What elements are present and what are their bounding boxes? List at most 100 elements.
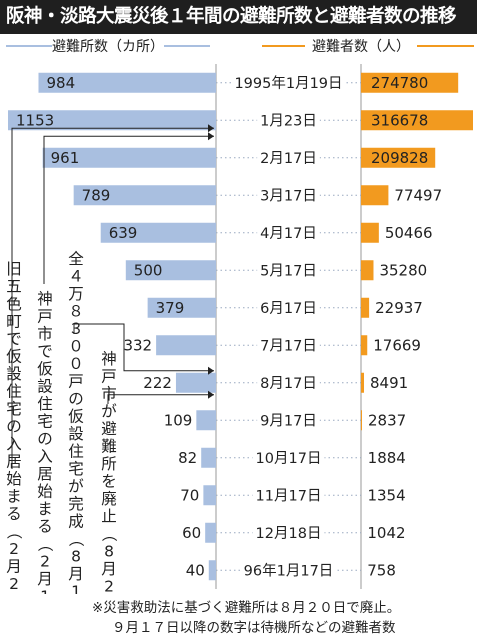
shelter-value-label: 379 [156, 299, 185, 317]
annotation-4-text-char: 所 [101, 455, 117, 473]
annotation-1-text-char: で [6, 330, 22, 348]
annotation-2-text-char: 宅 [37, 413, 53, 431]
annotation-4-text-char: を [101, 473, 117, 491]
annotation-1-text-char: 始 [6, 470, 22, 488]
date-label-bg [252, 524, 325, 543]
shelter-bar [73, 185, 216, 206]
date-label-bg [257, 337, 320, 356]
shelter-value-label: 984 [46, 74, 75, 92]
annotation-2-text-char: 設 [37, 378, 53, 396]
date-label: 1月23日 [260, 113, 317, 129]
evacuee-value-label: 274780 [371, 74, 428, 92]
date-label-bg [257, 187, 320, 206]
annotation-4-text-char: が [101, 403, 117, 421]
shelter-bar [38, 72, 216, 93]
legend-label-shelters: 避難所数（カ所） [52, 39, 164, 55]
evacuee-bar [361, 147, 436, 168]
annotation-1-text-char: 宅 [6, 400, 22, 418]
footnote-line-1: ※災害救助法に基づく避難所は８月２０日で廃止。 [92, 600, 401, 616]
date-label-bg [252, 449, 325, 468]
annotation-arrowhead [208, 366, 214, 375]
annotation-1-text-char: 2 [9, 540, 19, 558]
evacuee-bar [361, 185, 389, 206]
annotation-1-text-char: る [6, 505, 22, 523]
annotation-4-text-char: 8 [104, 543, 114, 561]
date-label: 4月17日 [260, 226, 317, 242]
annotation-4-text-char: （ [100, 526, 118, 542]
annotation-1-text-char: 入 [6, 435, 22, 453]
annotation-3-text-char: 設 [68, 425, 84, 443]
annotation-3-text-char: 月 [68, 565, 84, 583]
evacuee-value-label: 17669 [373, 336, 421, 354]
annotation-2-text-char: 居 [37, 465, 53, 483]
date-label: 9月17日 [260, 413, 317, 429]
shelter-bar [8, 110, 216, 131]
date-label-bg [231, 73, 346, 93]
annotation-3-text-char: ０ [68, 338, 84, 356]
date-label-bg [240, 561, 337, 581]
date-label-bg [257, 149, 320, 168]
shelter-bar [203, 485, 216, 506]
date-label: 2月17日 [260, 151, 317, 167]
annotation-arrowhead [208, 390, 214, 399]
annotation-2-text-char: の [37, 430, 53, 448]
shelter-bar [208, 560, 216, 581]
annotation-4-text-char: 戸 [101, 368, 117, 386]
evacuee-bar [361, 260, 374, 281]
annotation-3-text-char: が [68, 478, 84, 496]
date-label: 8月17日 [260, 376, 317, 392]
evacuee-value-label: 758 [367, 561, 396, 579]
annotation-3-text-char: 全 [68, 250, 84, 268]
date-label: 10月17日 [256, 451, 322, 467]
evacuee-value-label: 50466 [385, 224, 433, 242]
shelter-bar [100, 222, 216, 243]
annotation-4-text-char: 月 [101, 560, 117, 578]
evacuee-value-label: 35280 [379, 261, 427, 279]
shelter-value-label: 60 [182, 524, 201, 542]
annotation-1-text-char: の [6, 418, 22, 436]
annotation-4-text-char: 止 [101, 508, 117, 526]
date-label: 5月17日 [260, 263, 317, 279]
annotation-2-text-char: 市 [37, 325, 53, 343]
annotation-1-text-char: （ [5, 524, 23, 540]
annotation-2-text-char: ま [37, 500, 53, 518]
evacuee-bar [361, 410, 363, 431]
annotation-4-text-char: 2 [104, 578, 114, 595]
annotation-3-text-char: の [68, 390, 84, 408]
footnote-line-2: ９月１７日以降の数字は待機所などの避難者数 [112, 620, 396, 636]
chart-area: 避難所数（カ所） 避難者数（人） 984 274780 1995年1月19日 1153 31… [5, 39, 474, 595]
annotation-4-text-char: 難 [101, 438, 117, 456]
shelter-bar [201, 447, 216, 468]
evacuee-bar [361, 222, 379, 243]
shelter-value-label: 70 [180, 486, 199, 504]
annotation-2-text-char: （ [36, 536, 54, 552]
shelter-value-label: 40 [186, 561, 205, 579]
date-label-bg [257, 112, 320, 131]
annotation-3-text-char: 万 [68, 285, 84, 303]
annotation-3-text-char: 8 [71, 548, 81, 566]
date-label-bg [257, 224, 320, 243]
shelter-bar [42, 147, 217, 168]
annotation-2-text-char: 始 [37, 483, 53, 501]
annotation-2-text-char: 戸 [37, 308, 53, 326]
annotation-3-text-char: 仮 [68, 408, 84, 426]
annotation-2-text-char: る [37, 518, 53, 536]
shelter-bar [175, 372, 216, 393]
evacuee-bar [361, 72, 459, 93]
annotation-1-text-char: 居 [6, 453, 22, 471]
annotation-3-text-char: 戸 [68, 373, 84, 391]
annotation-3-text-char: （ [67, 531, 85, 547]
annotation-1-text-char: ま [6, 488, 22, 506]
annotation-2-text-char: 1 [40, 588, 50, 595]
evacuee-value-label: 8491 [370, 374, 408, 392]
annotation-4-text-char: 廃 [101, 490, 117, 508]
shelter-bar [156, 335, 216, 356]
shelter-bar [205, 522, 216, 543]
annotation-arrowhead [208, 124, 214, 133]
annotation-2-text-char: 月 [37, 570, 53, 588]
evacuee-value-label: 1042 [367, 524, 405, 542]
evacuee-bar [361, 372, 365, 393]
annotation-4-bracket [107, 394, 214, 404]
annotation-4-text-char: 避 [101, 420, 117, 438]
chart-title: 阪神・淡路大震災後１年間の避難所数と避難者数の推移 [0, 0, 477, 34]
